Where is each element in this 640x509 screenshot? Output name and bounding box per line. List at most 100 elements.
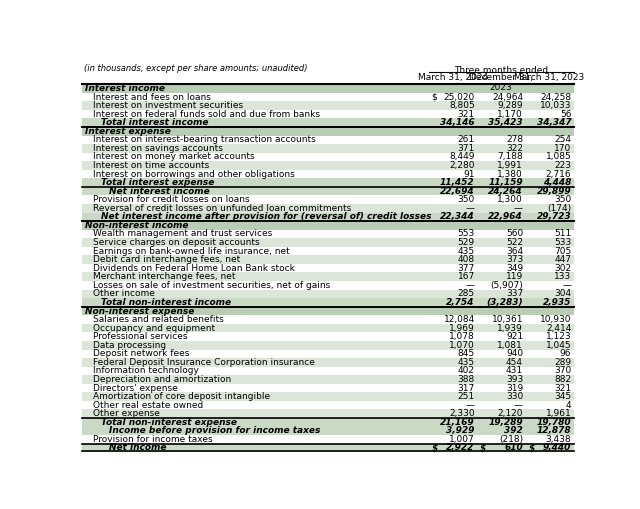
Text: Interest on federal funds sold and due from banks: Interest on federal funds sold and due f…: [93, 109, 320, 119]
Text: Interest on interest-bearing transaction accounts: Interest on interest-bearing transaction…: [93, 135, 316, 145]
Bar: [83, 127, 573, 135]
Text: 12,878: 12,878: [537, 427, 572, 435]
Text: 1,170: 1,170: [497, 109, 523, 119]
Text: 9,440: 9,440: [543, 443, 572, 453]
Bar: [83, 110, 573, 119]
Text: Service charges on deposit accounts: Service charges on deposit accounts: [93, 238, 260, 247]
Text: 377: 377: [458, 264, 475, 273]
Text: 1,380: 1,380: [497, 169, 523, 179]
Text: $: $: [529, 443, 534, 453]
Text: 10,361: 10,361: [492, 315, 523, 324]
Text: Depreciation and amortization: Depreciation and amortization: [93, 375, 232, 384]
Bar: [83, 170, 573, 178]
Bar: [83, 144, 573, 153]
Text: Interest on savings accounts: Interest on savings accounts: [93, 144, 223, 153]
Text: 522: 522: [506, 238, 523, 247]
Text: 7,188: 7,188: [497, 152, 523, 161]
Text: 304: 304: [554, 290, 572, 298]
Bar: [83, 101, 573, 110]
Text: —: —: [466, 204, 475, 213]
Text: 705: 705: [554, 246, 572, 256]
Text: (218): (218): [499, 435, 523, 444]
Text: Provision for credit losses on loans: Provision for credit losses on loans: [93, 195, 250, 204]
Text: Total interest income: Total interest income: [101, 118, 209, 127]
Text: 91: 91: [463, 169, 475, 179]
Text: 21,169: 21,169: [440, 418, 475, 427]
Text: 1,078: 1,078: [449, 332, 475, 341]
Text: 2,716: 2,716: [546, 169, 572, 179]
Text: Provision for income taxes: Provision for income taxes: [93, 435, 212, 444]
Text: 350: 350: [554, 195, 572, 204]
Text: 251: 251: [458, 392, 475, 401]
Bar: [83, 161, 573, 170]
Bar: [83, 256, 573, 264]
Text: Interest on investment securities: Interest on investment securities: [93, 101, 243, 110]
Text: 24,264: 24,264: [488, 187, 523, 195]
Text: 8,805: 8,805: [449, 101, 475, 110]
Text: 56: 56: [560, 109, 572, 119]
Text: 170: 170: [554, 144, 572, 153]
Text: 4: 4: [566, 401, 572, 410]
Text: 10,033: 10,033: [540, 101, 572, 110]
Text: Dividends on Federal Home Loan Bank stock: Dividends on Federal Home Loan Bank stoc…: [93, 264, 295, 273]
Text: 321: 321: [458, 109, 475, 119]
Text: 321: 321: [554, 384, 572, 392]
Text: Total non-interest income: Total non-interest income: [101, 298, 231, 307]
Text: 2,922: 2,922: [446, 443, 475, 453]
Text: Net income: Net income: [109, 443, 166, 453]
Text: 10,930: 10,930: [540, 315, 572, 324]
Text: Losses on sale of investment securities, net of gains: Losses on sale of investment securities,…: [93, 281, 330, 290]
Bar: [83, 153, 573, 161]
Text: 2,280: 2,280: [449, 161, 475, 170]
Text: 223: 223: [554, 161, 572, 170]
Text: 29,723: 29,723: [537, 212, 572, 221]
Text: 2,414: 2,414: [546, 324, 572, 332]
Text: (5,907): (5,907): [490, 281, 523, 290]
Text: Other income: Other income: [93, 290, 155, 298]
Text: 1,991: 1,991: [497, 161, 523, 170]
Text: 289: 289: [554, 358, 572, 367]
Bar: [83, 366, 573, 375]
Text: 1,300: 1,300: [497, 195, 523, 204]
Bar: [83, 427, 573, 435]
Text: Non-interest income: Non-interest income: [85, 221, 189, 230]
Text: Interest and fees on loans: Interest and fees on loans: [93, 93, 211, 101]
Text: 1,070: 1,070: [449, 341, 475, 350]
Text: 285: 285: [458, 290, 475, 298]
Text: 371: 371: [458, 144, 475, 153]
Bar: [83, 332, 573, 341]
Text: Net interest income: Net interest income: [109, 187, 209, 195]
Bar: [83, 272, 573, 281]
Text: 2,120: 2,120: [497, 409, 523, 418]
Text: 2,330: 2,330: [449, 409, 475, 418]
Text: (in thousands, except per share amounts; unaudited): (in thousands, except per share amounts;…: [84, 64, 307, 73]
Bar: [83, 281, 573, 290]
Text: 370: 370: [554, 366, 572, 376]
Text: —: —: [563, 281, 572, 290]
Text: 560: 560: [506, 230, 523, 239]
Bar: [83, 247, 573, 256]
Text: 349: 349: [506, 264, 523, 273]
Text: 11,452: 11,452: [440, 178, 475, 187]
Text: 1,939: 1,939: [497, 324, 523, 332]
Text: 529: 529: [458, 238, 475, 247]
Text: 1,045: 1,045: [546, 341, 572, 350]
Text: (174): (174): [547, 204, 572, 213]
Text: 261: 261: [458, 135, 475, 145]
Text: 553: 553: [458, 230, 475, 239]
Text: 24,258: 24,258: [540, 93, 572, 101]
Text: Earnings on bank-owned life insurance, net: Earnings on bank-owned life insurance, n…: [93, 246, 290, 256]
Bar: [83, 187, 573, 195]
Bar: [83, 401, 573, 409]
Text: 9,289: 9,289: [497, 101, 523, 110]
Bar: [83, 307, 573, 315]
Text: 8,449: 8,449: [449, 152, 475, 161]
Text: 435: 435: [458, 246, 475, 256]
Text: 388: 388: [458, 375, 475, 384]
Text: —: —: [514, 204, 523, 213]
Text: —: —: [514, 401, 523, 410]
Text: 345: 345: [554, 392, 572, 401]
Text: Debit card interchange fees, net: Debit card interchange fees, net: [93, 255, 241, 264]
Bar: [83, 444, 573, 452]
Text: 1,007: 1,007: [449, 435, 475, 444]
